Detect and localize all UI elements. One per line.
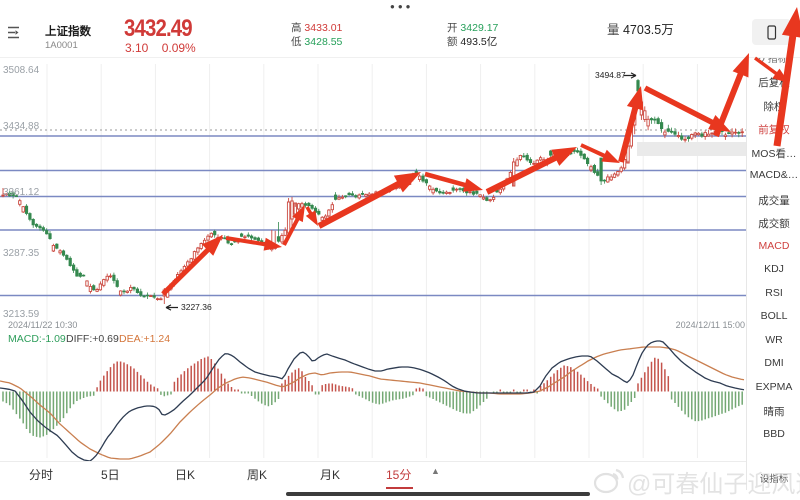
svg-text:3434.88: 3434.88	[3, 121, 40, 132]
svg-text:2024/11/22 10:30: 2024/11/22 10:30	[8, 320, 77, 330]
svg-text:3494.87: 3494.87	[595, 70, 626, 80]
svg-text:MACD:-1.09: MACD:-1.09	[8, 333, 66, 345]
svg-text:2024/12/11 15:00: 2024/12/11 15:00	[676, 320, 745, 330]
svg-text:3287.35: 3287.35	[3, 248, 40, 259]
svg-text:3213.59: 3213.59	[3, 309, 40, 320]
svg-text:DIFF:+0.69: DIFF:+0.69	[66, 333, 119, 345]
svg-text:3227.36: 3227.36	[181, 302, 212, 312]
svg-text:DEA:+1.24: DEA:+1.24	[119, 333, 170, 345]
svg-text:3508.64: 3508.64	[3, 65, 40, 76]
svg-text:3361.12: 3361.12	[3, 187, 40, 198]
